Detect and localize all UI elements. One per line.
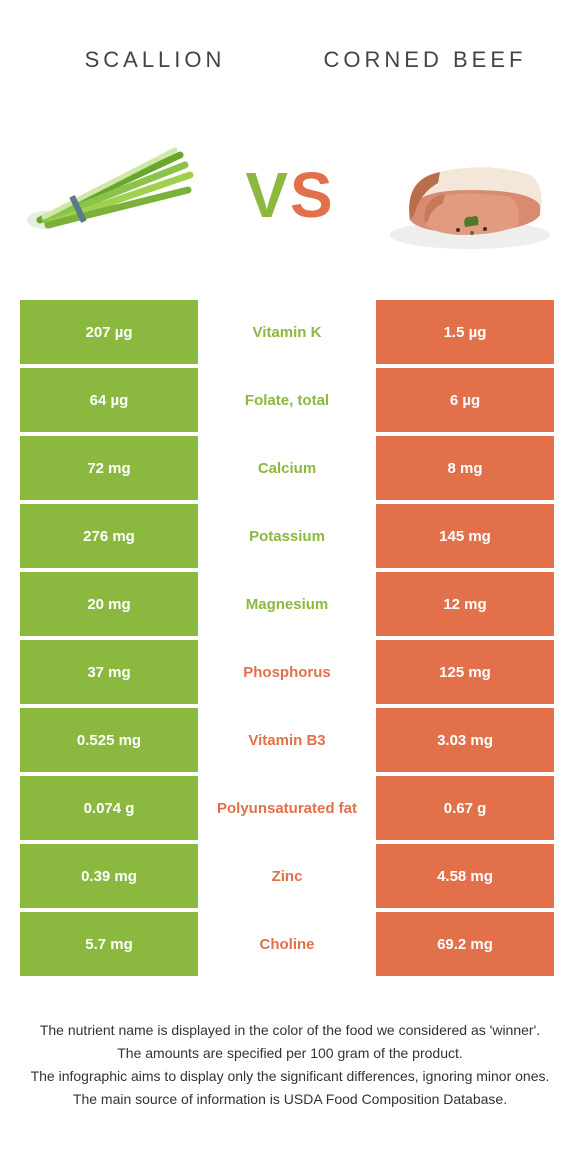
right-food-title: CORNED BEEF: [304, 46, 547, 75]
right-value: 8 mg: [376, 436, 554, 500]
nutrient-label: Polyunsaturated fat: [198, 776, 376, 840]
right-value: 0.67 g: [376, 776, 554, 840]
right-value: 3.03 mg: [376, 708, 554, 772]
left-food-title: SCALLION: [34, 46, 277, 75]
table-row: 0.525 mgVitamin B33.03 mg: [20, 708, 560, 772]
nutrient-label: Choline: [198, 912, 376, 976]
footer-line-1: The nutrient name is displayed in the co…: [30, 1020, 550, 1041]
right-value: 125 mg: [376, 640, 554, 704]
nutrient-label: Calcium: [198, 436, 376, 500]
table-row: 5.7 mgCholine69.2 mg: [20, 912, 560, 976]
right-value: 4.58 mg: [376, 844, 554, 908]
nutrient-label: Vitamin K: [198, 300, 376, 364]
left-value: 0.39 mg: [20, 844, 198, 908]
nutrient-label: Vitamin B3: [198, 708, 376, 772]
corned-beef-image: [380, 130, 560, 260]
vs-row: VS: [0, 110, 580, 300]
nutrient-table: 207 µgVitamin K1.5 µg64 µgFolate, total6…: [0, 300, 580, 976]
vs-letter-v: V: [245, 159, 290, 231]
footer-line-4: The main source of information is USDA F…: [30, 1089, 550, 1110]
table-row: 72 mgCalcium8 mg: [20, 436, 560, 500]
nutrient-label: Zinc: [198, 844, 376, 908]
footer-line-2: The amounts are specified per 100 gram o…: [30, 1043, 550, 1064]
table-row: 207 µgVitamin K1.5 µg: [20, 300, 560, 364]
table-row: 0.39 mgZinc4.58 mg: [20, 844, 560, 908]
right-value: 145 mg: [376, 504, 554, 568]
right-value: 1.5 µg: [376, 300, 554, 364]
left-value: 0.525 mg: [20, 708, 198, 772]
vs-label: VS: [245, 158, 334, 232]
left-value: 0.074 g: [20, 776, 198, 840]
left-value: 207 µg: [20, 300, 198, 364]
scallion-image: [20, 130, 200, 260]
left-value: 276 mg: [20, 504, 198, 568]
left-value: 72 mg: [20, 436, 198, 500]
nutrient-label: Potassium: [198, 504, 376, 568]
table-row: 276 mgPotassium145 mg: [20, 504, 560, 568]
header: SCALLION CORNED BEEF: [0, 0, 580, 110]
left-value: 37 mg: [20, 640, 198, 704]
left-value: 64 µg: [20, 368, 198, 432]
right-value: 12 mg: [376, 572, 554, 636]
nutrient-label: Magnesium: [198, 572, 376, 636]
footer-line-3: The infographic aims to display only the…: [30, 1066, 550, 1087]
left-value: 20 mg: [20, 572, 198, 636]
right-value: 6 µg: [376, 368, 554, 432]
nutrient-label: Folate, total: [198, 368, 376, 432]
nutrient-label: Phosphorus: [198, 640, 376, 704]
table-row: 20 mgMagnesium12 mg: [20, 572, 560, 636]
vs-letter-s: S: [290, 159, 335, 231]
left-value: 5.7 mg: [20, 912, 198, 976]
right-value: 69.2 mg: [376, 912, 554, 976]
table-row: 37 mgPhosphorus125 mg: [20, 640, 560, 704]
table-row: 64 µgFolate, total6 µg: [20, 368, 560, 432]
table-row: 0.074 gPolyunsaturated fat0.67 g: [20, 776, 560, 840]
footer-notes: The nutrient name is displayed in the co…: [0, 980, 580, 1132]
